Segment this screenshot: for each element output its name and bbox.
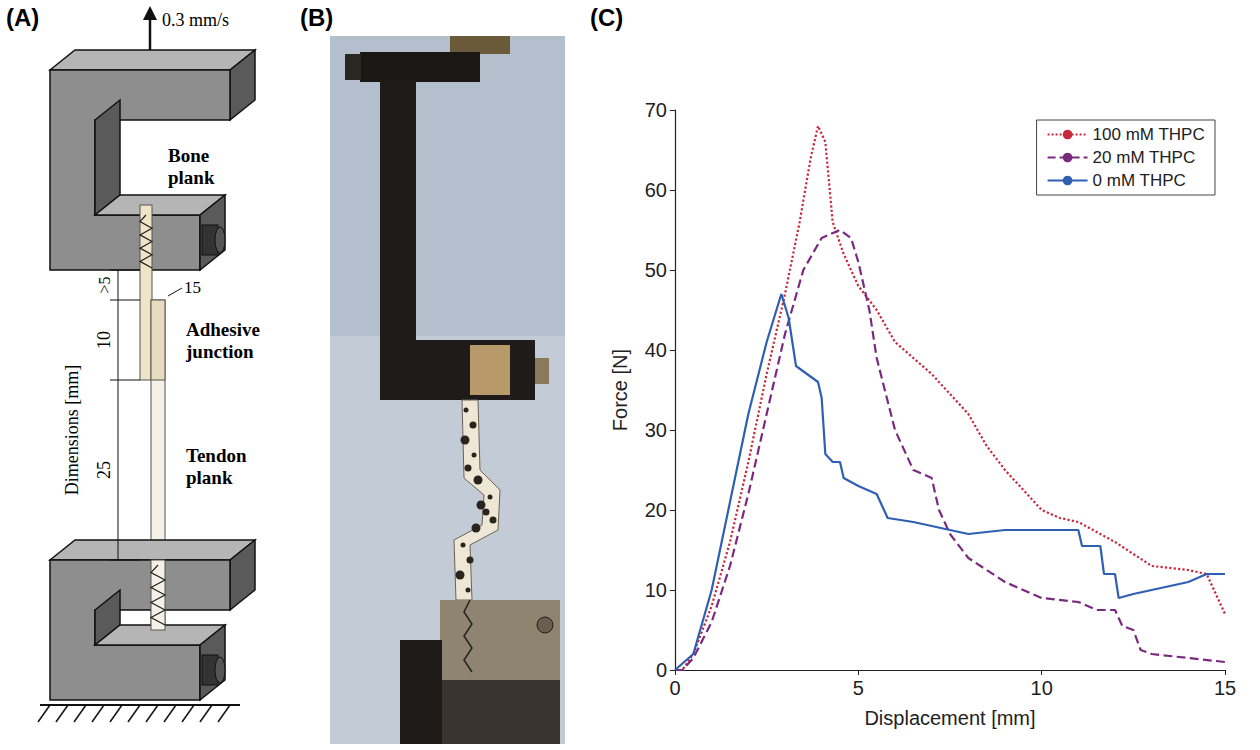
svg-text:10: 10 <box>645 579 667 601</box>
svg-text:0 mM THPC: 0 mM THPC <box>1093 171 1186 190</box>
svg-text:Force [N]: Force [N] <box>609 349 631 431</box>
svg-text:60: 60 <box>645 179 667 201</box>
svg-text:Tendon: Tendon <box>186 445 247 466</box>
svg-text:10: 10 <box>1031 677 1053 699</box>
svg-text:Adhesive: Adhesive <box>186 319 260 340</box>
svg-text:100 mM THPC: 100 mM THPC <box>1093 125 1205 144</box>
svg-text:Dimensions [mm]: Dimensions [mm] <box>62 365 82 496</box>
svg-text:0: 0 <box>669 677 680 699</box>
svg-text:junction: junction <box>185 341 254 362</box>
svg-text:15: 15 <box>184 278 201 297</box>
svg-text:50: 50 <box>645 259 667 281</box>
svg-text:0.3 mm/s: 0.3 mm/s <box>162 10 229 30</box>
svg-text:Displacement [mm]: Displacement [mm] <box>864 707 1035 729</box>
svg-text:20 mM THPC: 20 mM THPC <box>1093 148 1196 167</box>
svg-text:plank: plank <box>168 167 215 188</box>
svg-text:0: 0 <box>656 659 667 681</box>
svg-text:>5: >5 <box>96 276 113 293</box>
svg-text:25: 25 <box>94 461 114 479</box>
svg-text:15: 15 <box>1214 677 1236 699</box>
svg-text:(C): (C) <box>590 4 623 31</box>
svg-text:30: 30 <box>645 419 667 441</box>
svg-text:20: 20 <box>645 499 667 521</box>
svg-text:10: 10 <box>94 331 114 349</box>
svg-text:70: 70 <box>645 99 667 121</box>
svg-text:5: 5 <box>853 677 864 699</box>
svg-text:Bone: Bone <box>168 145 209 166</box>
svg-text:40: 40 <box>645 339 667 361</box>
svg-text:(A): (A) <box>6 4 39 31</box>
svg-text:plank: plank <box>186 467 233 488</box>
svg-text:(B): (B) <box>300 4 333 31</box>
